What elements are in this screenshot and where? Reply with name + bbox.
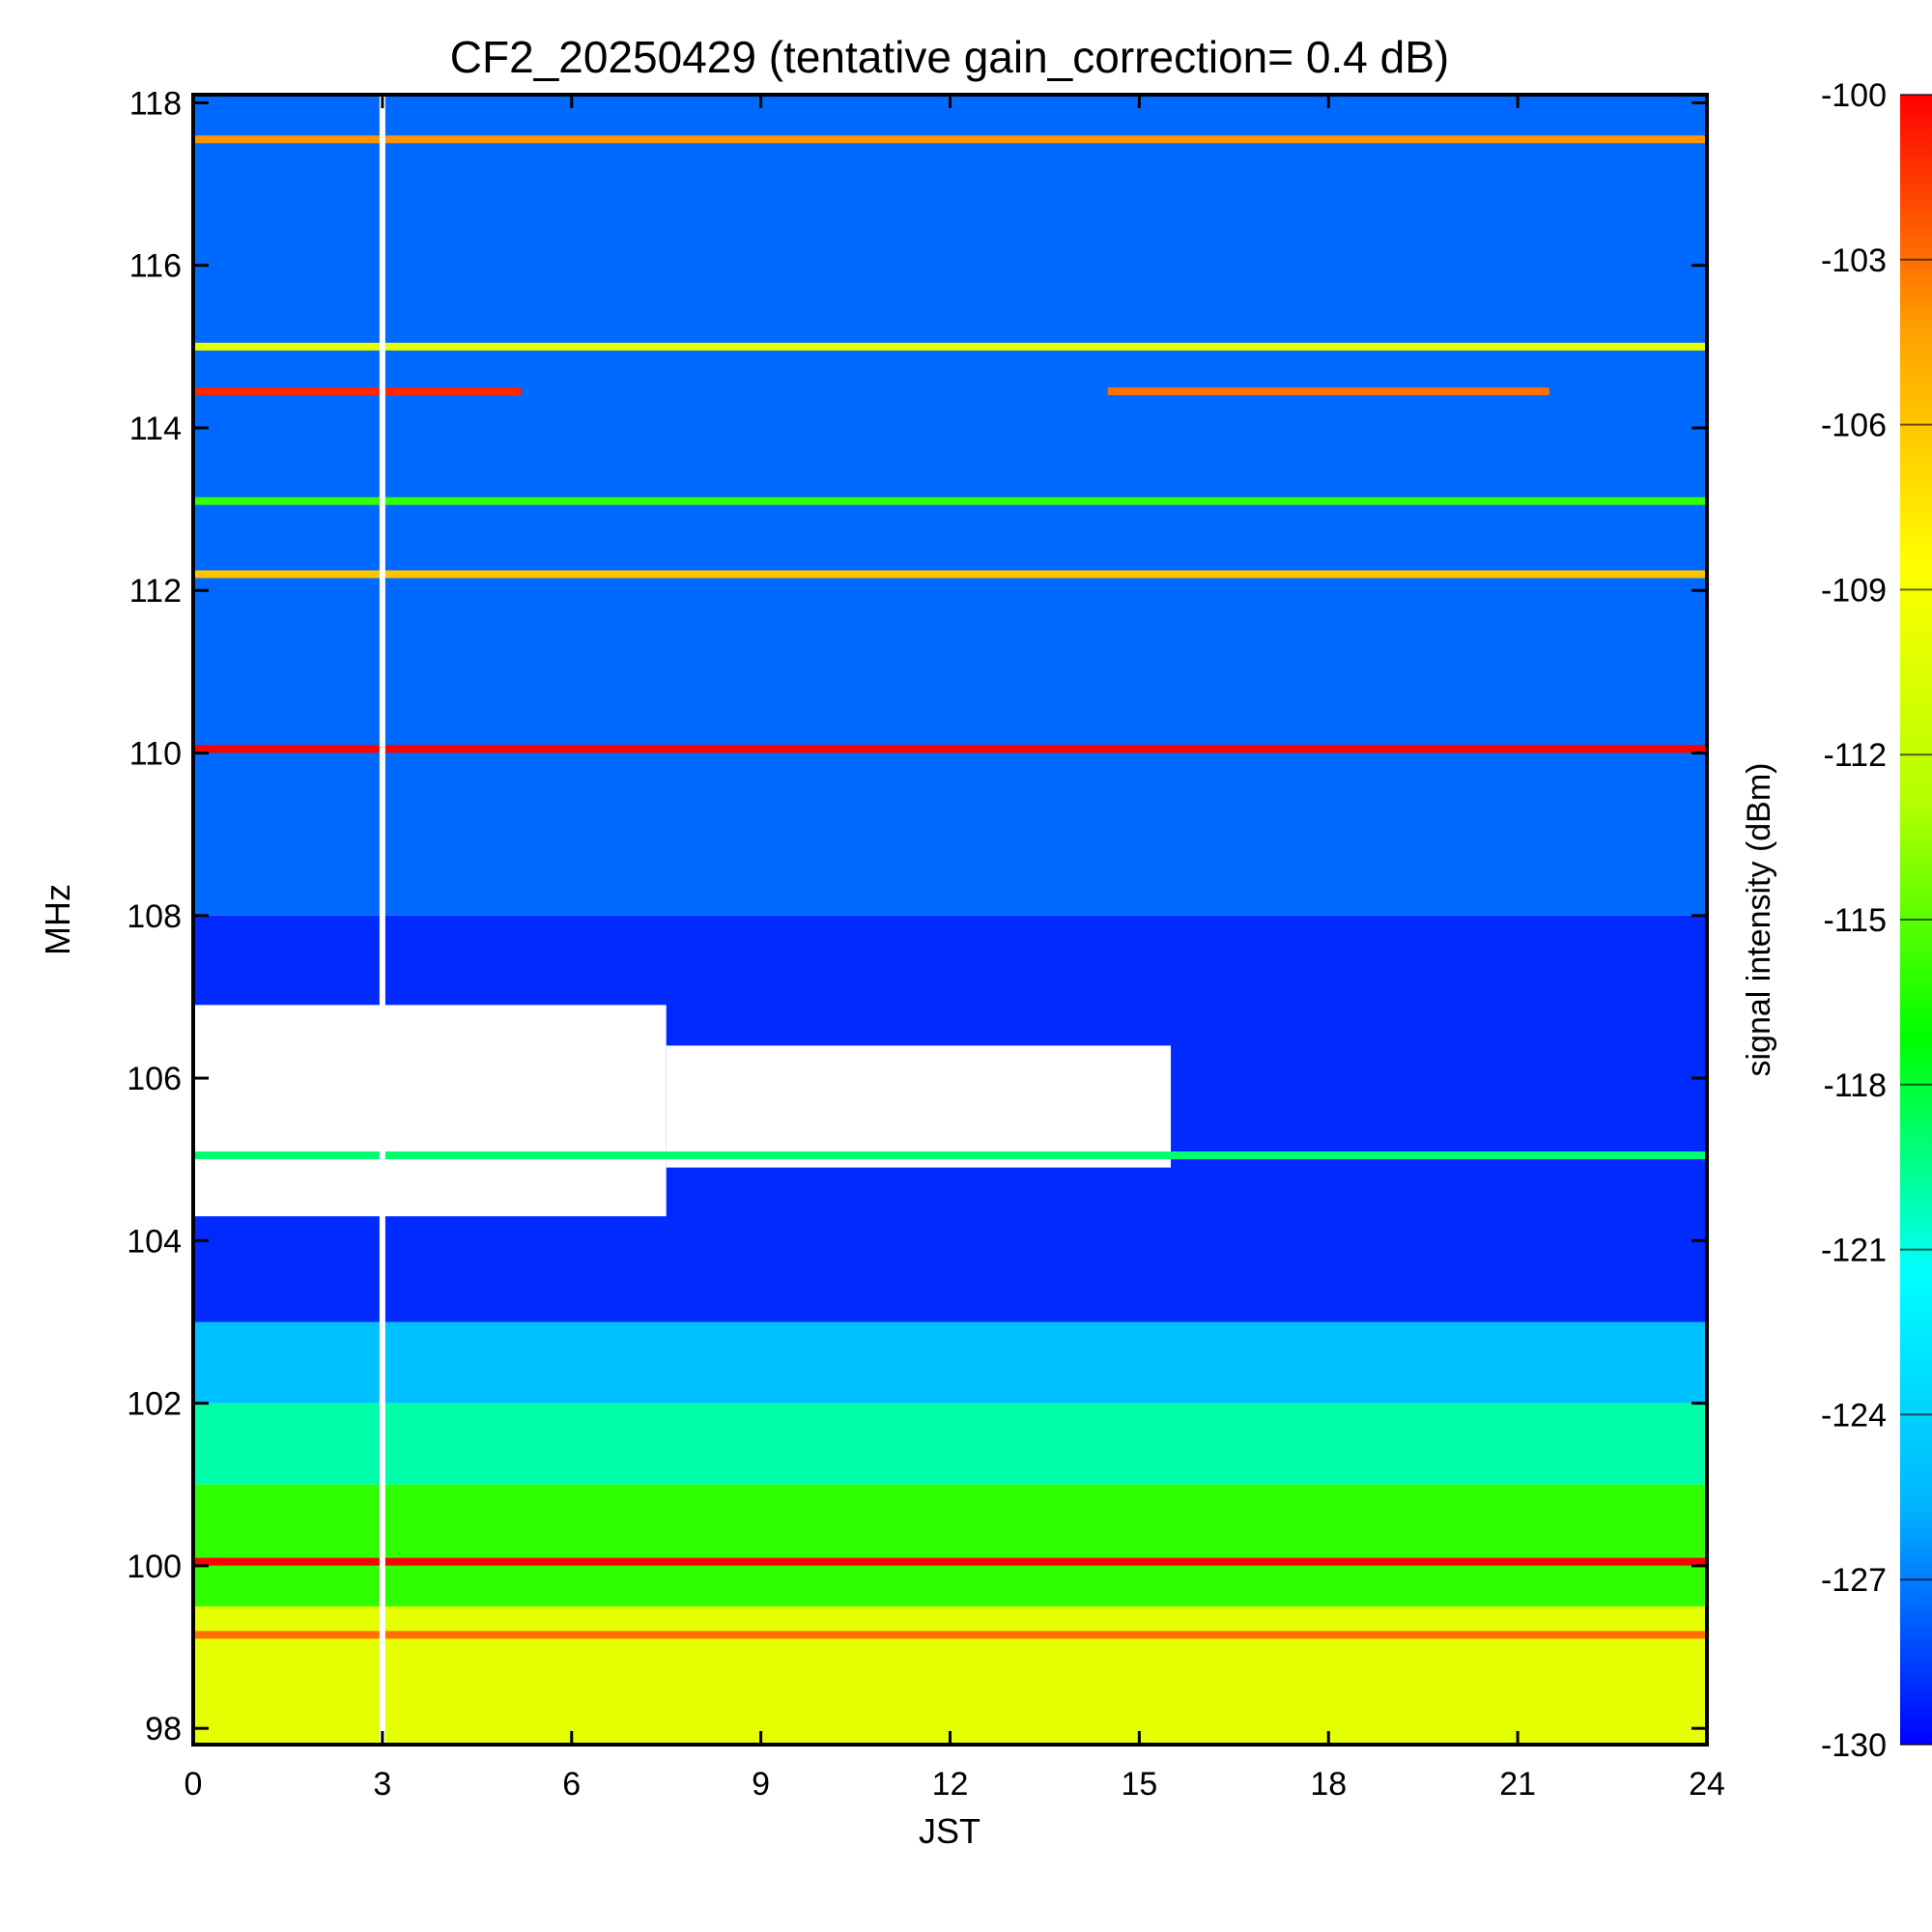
signal-line (193, 570, 1707, 579)
colorbar-tick-label: -130 (1821, 1727, 1887, 1764)
signal-line (193, 497, 1707, 505)
y-tick-label: 116 (129, 248, 182, 285)
x-tick-label: 6 (562, 1766, 581, 1803)
y-axis-ticks: 98 100 102 104 106 108 110 112 114 116 118 (127, 85, 1707, 1747)
signal-line (193, 387, 522, 396)
signal-line (193, 1631, 1707, 1639)
colorbar-tick-label: -100 (1821, 77, 1887, 114)
signal-line (193, 135, 1707, 144)
x-tick-label: 15 (1121, 1766, 1157, 1803)
y-tick-label: 106 (127, 1061, 182, 1097)
signal-line (193, 342, 1707, 351)
x-axis-ticks: 0 3 6 9 12 15 18 21 24 (185, 95, 1725, 1803)
no-data-region (666, 1045, 1172, 1168)
x-tick-label: 24 (1689, 1766, 1725, 1803)
x-axis-label: JST (919, 1811, 980, 1851)
colorbar-tick-label: -112 (1823, 737, 1887, 774)
colorbar-ticks: -100 -103 -106 -109 -112 -115 -118 -121 -124 -127… (1821, 77, 1932, 1764)
y-tick-label: 110 (129, 736, 182, 773)
signal-line (193, 1557, 1707, 1566)
no-data-regions (193, 1005, 1172, 1217)
no-data-region (193, 1005, 667, 1217)
y-tick-label: 100 (127, 1548, 182, 1585)
background-band (193, 1605, 1707, 1745)
y-tick-label: 104 (127, 1223, 182, 1260)
plot-area (193, 95, 1707, 1745)
x-tick-label: 3 (373, 1766, 391, 1803)
background-band (193, 1484, 1707, 1606)
x-tick-label: 0 (185, 1766, 203, 1803)
data-gap-line (379, 95, 385, 1745)
colorbar-tick-label: -109 (1821, 572, 1887, 609)
colorbar-tick-label: -118 (1823, 1067, 1887, 1104)
y-tick-label: 114 (129, 411, 182, 447)
x-tick-label: 21 (1499, 1766, 1536, 1803)
x-tick-label: 18 (1310, 1766, 1347, 1803)
colorbar-tick-label: -115 (1823, 902, 1887, 939)
background-band (193, 95, 1707, 916)
colorbar-label: signal intensity (dBm) (1741, 762, 1777, 1076)
background-bands (193, 95, 1707, 1745)
y-tick-label: 102 (127, 1386, 182, 1423)
y-tick-label: 118 (129, 85, 182, 122)
colorbar-tick-label: -127 (1821, 1562, 1887, 1599)
y-tick-label: 108 (127, 898, 182, 935)
chart-title: CF2_20250429 (tentative gain_correction=… (450, 32, 1449, 82)
colorbar-tick-label: -121 (1821, 1233, 1887, 1269)
colorbar-tick-label: -124 (1821, 1397, 1887, 1434)
signal-line (193, 745, 1707, 753)
y-tick-label: 98 (145, 1711, 182, 1747)
y-tick-label: 112 (129, 573, 182, 610)
signal-line (1107, 387, 1549, 396)
colorbar-tick-label: -103 (1821, 242, 1887, 279)
signal-line (193, 1151, 1707, 1159)
colorbar-tick-label: -106 (1821, 408, 1887, 444)
signal-lines (193, 135, 1707, 1639)
x-tick-label: 12 (932, 1766, 969, 1803)
y-axis-label: MHz (38, 884, 77, 955)
background-band (193, 1321, 1707, 1404)
x-tick-label: 9 (752, 1766, 770, 1803)
background-band (193, 1403, 1707, 1485)
